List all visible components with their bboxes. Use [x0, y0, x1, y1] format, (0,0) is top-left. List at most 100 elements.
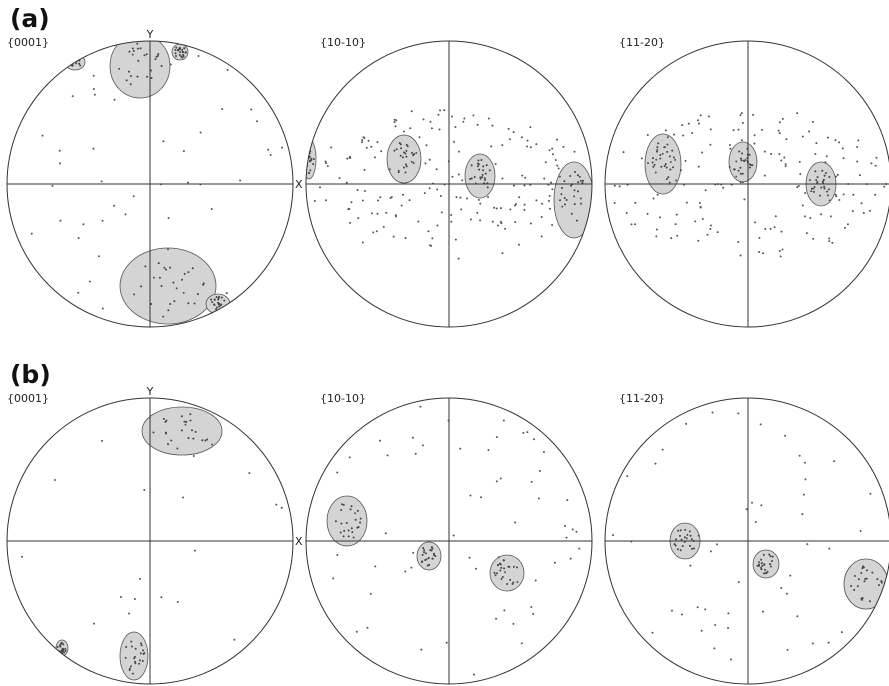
pole-dot	[682, 134, 685, 137]
pole-dot	[164, 420, 167, 423]
pole-dot	[661, 448, 664, 451]
pole-dot	[140, 644, 143, 647]
pole-dot	[356, 509, 359, 512]
pole-dot	[675, 538, 678, 541]
pole-dot	[869, 492, 872, 495]
pole-dot	[741, 152, 744, 155]
pole-dot	[400, 147, 403, 150]
pole-dot	[465, 197, 468, 200]
pole-dot	[392, 235, 395, 238]
pole-dot	[842, 193, 845, 196]
pole-dot	[476, 165, 479, 168]
pole-dot	[774, 215, 777, 218]
pole-dot	[806, 543, 809, 546]
pole-dot	[463, 117, 466, 120]
pole-dot	[763, 563, 766, 566]
pole-dot	[137, 59, 140, 62]
pole-dot	[741, 181, 744, 184]
pole-dot	[376, 212, 379, 215]
pole-dot	[468, 556, 471, 559]
pole-dot	[225, 292, 228, 295]
pole-dot	[354, 512, 357, 515]
pole-dot	[178, 53, 181, 56]
pole-dot	[306, 160, 308, 163]
pole-dot	[503, 567, 506, 570]
pole-dot	[730, 658, 733, 661]
pole-dot	[626, 475, 629, 478]
pole-dot	[124, 656, 127, 659]
pole-dot	[856, 585, 859, 588]
pole-dot	[883, 185, 886, 188]
pole-dot	[459, 196, 462, 199]
pole-dot	[689, 534, 692, 537]
pole-dot	[431, 557, 434, 560]
pole-dot	[819, 194, 822, 197]
pole-dot	[75, 62, 78, 65]
pole-dot	[704, 189, 707, 192]
pole-dot	[509, 578, 512, 581]
pole-dot	[840, 631, 843, 634]
pole-dot	[556, 138, 559, 141]
pole-dot	[834, 139, 837, 142]
pole-dot	[443, 109, 446, 112]
pole-dot	[405, 165, 408, 168]
pole-dot	[476, 123, 479, 126]
pole-dot	[826, 136, 829, 139]
pole-dot	[482, 165, 485, 168]
pole-dot	[77, 237, 80, 240]
pole-dot	[169, 303, 172, 306]
pole-dot	[744, 159, 747, 162]
pole-dot	[785, 592, 788, 595]
pole-dot	[737, 128, 740, 131]
pole-dot	[669, 160, 672, 163]
pole-dot	[757, 561, 760, 564]
pole-dot	[771, 555, 774, 558]
pole-dot	[470, 164, 473, 167]
pole-dot	[673, 133, 676, 136]
pole-dot	[125, 79, 128, 82]
pole-dot	[187, 437, 190, 440]
pole-dot	[674, 544, 677, 547]
pole-dot	[625, 212, 628, 215]
pole-dot	[175, 287, 178, 290]
pole-dot	[462, 120, 465, 123]
pole-dot	[404, 570, 407, 573]
pole-dot	[813, 186, 816, 189]
pole-dot	[491, 124, 494, 127]
pole-dot	[735, 175, 738, 178]
pole-dot	[770, 153, 773, 156]
pole-dot	[666, 143, 669, 146]
pole-dot	[496, 564, 499, 567]
pole-dot	[668, 181, 671, 184]
pole-dot	[479, 177, 482, 180]
pole-dot	[375, 230, 378, 233]
pole-dot	[399, 154, 402, 157]
pole-dot	[512, 131, 515, 134]
pole-dot	[760, 558, 763, 561]
pole-dot	[355, 630, 358, 633]
pole-dot	[836, 173, 839, 176]
pole-dot	[215, 295, 218, 298]
pole-dot	[613, 201, 616, 204]
pole-dot	[526, 139, 529, 142]
pole-dot	[64, 649, 67, 652]
pole-dot	[310, 157, 313, 160]
pole-dot	[378, 439, 381, 442]
pole-dot	[439, 195, 442, 198]
pole-dot	[530, 480, 533, 483]
pole-dot	[401, 156, 404, 159]
pole-dot	[660, 165, 663, 168]
pole-dot	[182, 53, 185, 56]
pole-dot	[356, 189, 359, 192]
pole-dot	[540, 235, 543, 238]
pole-dot	[140, 285, 143, 288]
pole-dot	[174, 52, 177, 55]
pole-dot	[741, 121, 744, 124]
pole-dot	[630, 223, 633, 226]
pole-dot	[761, 564, 764, 567]
pole-dot	[823, 185, 826, 188]
pole-dot	[675, 179, 678, 182]
pole-dot	[484, 178, 487, 181]
pole-dot	[474, 567, 477, 570]
pole-dot	[737, 169, 740, 172]
